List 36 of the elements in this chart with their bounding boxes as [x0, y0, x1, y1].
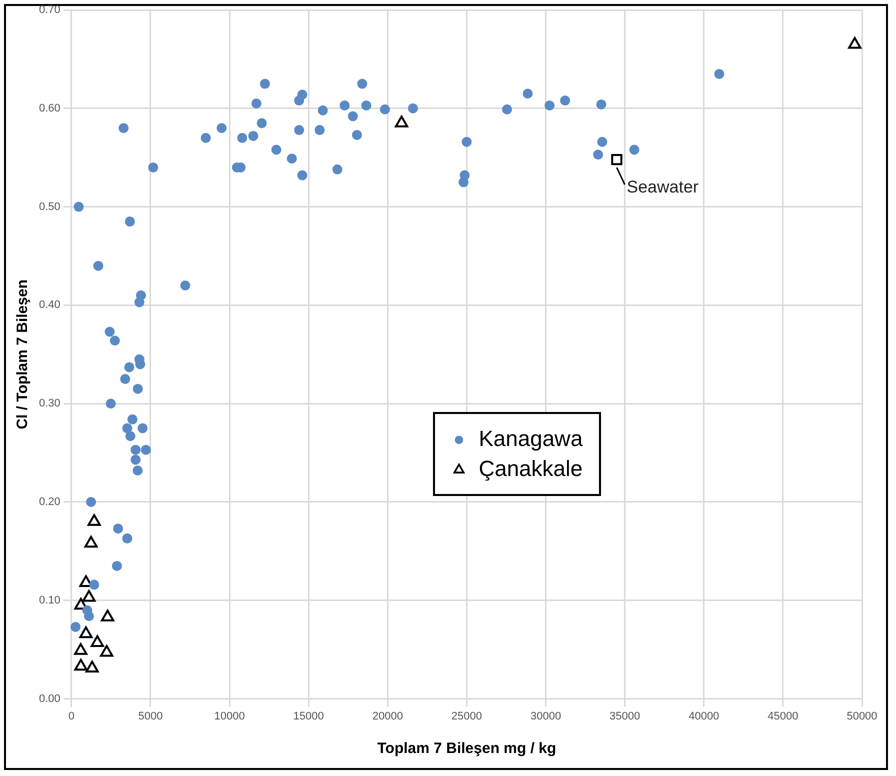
y-tick-label: 0.10: [38, 594, 60, 606]
point: [100, 610, 114, 622]
y-tick-label: 0.00: [38, 692, 60, 705]
x-tick-label: 45000: [768, 710, 798, 722]
y-tick-label: 0.30: [38, 398, 60, 410]
y-tick-label: 0.40: [38, 299, 60, 312]
x-tick-label: 20000: [372, 710, 403, 722]
x-tick-label: 10000: [214, 710, 245, 722]
x-tick-label: 0: [68, 710, 74, 722]
y-tick-label: 0.50: [38, 200, 60, 213]
point: [90, 635, 104, 647]
point: [74, 658, 88, 671]
point: [85, 660, 99, 673]
x-tick-label: 30000: [530, 710, 562, 722]
point: [394, 116, 408, 128]
x-tick-label: 35000: [610, 710, 640, 722]
point: [88, 514, 101, 526]
x-axis-title: Toplam 7 Bileşen mg / kg: [377, 740, 556, 758]
legend-label: Seawater: [626, 177, 699, 196]
point: [100, 645, 114, 657]
x-tick-label: 40000: [688, 710, 720, 722]
y-tick-label: 0.70: [38, 4, 60, 16]
y-tick-label: 0.20: [38, 496, 60, 508]
x-tick-label: 5000: [138, 710, 163, 722]
point: [84, 536, 98, 548]
x-tick-label: 15000: [293, 710, 324, 722]
x-tick-label: 25000: [451, 710, 482, 722]
legend-label: Kanagawa: [478, 426, 583, 452]
y-axis-title: Cl / Toplam 7 Bileşen: [14, 280, 32, 430]
point: [848, 36, 862, 49]
y-tick-label: 0.60: [38, 102, 60, 114]
x-tick-label: 50000: [846, 710, 878, 722]
point: [74, 643, 88, 655]
legend-label: Çanakkale: [478, 456, 583, 482]
point: [82, 590, 96, 602]
point: [79, 626, 93, 638]
